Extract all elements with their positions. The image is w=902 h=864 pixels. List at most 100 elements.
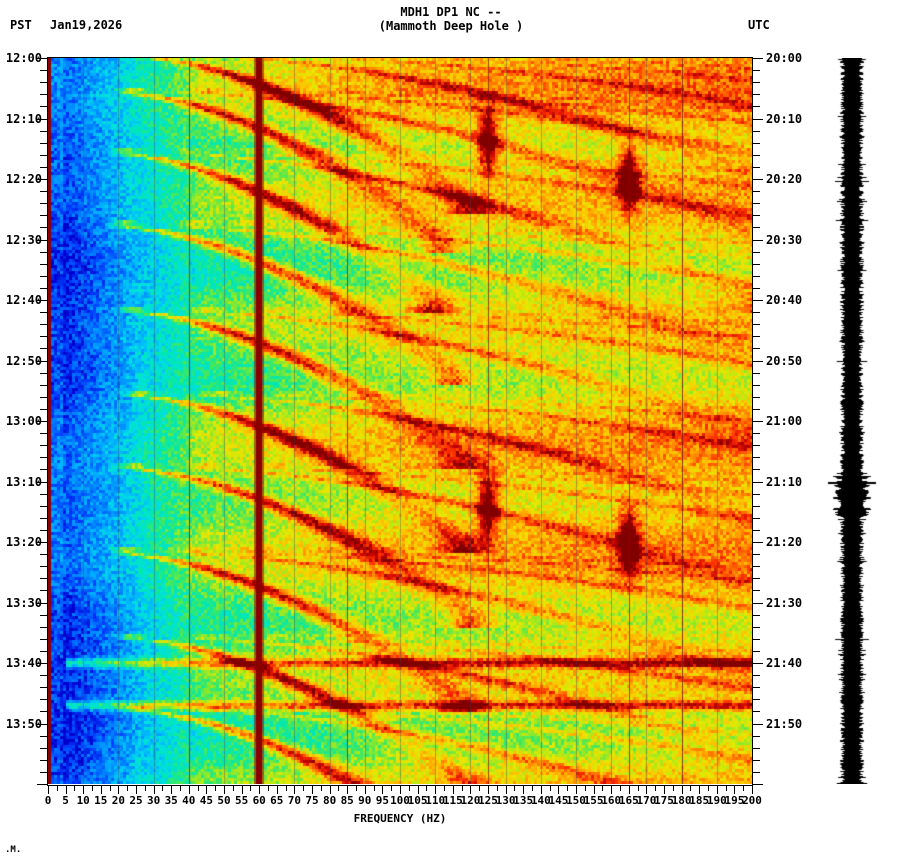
freq-tick [100, 786, 102, 794]
freq-tick-label: 165 [618, 794, 639, 807]
freq-tick-label: 135 [513, 794, 534, 807]
time-tick-left [40, 529, 47, 531]
freq-tick [435, 786, 437, 794]
time-tick-right [753, 227, 760, 229]
time-axis-pst [47, 58, 48, 785]
freq-tick-label: 125 [478, 794, 498, 807]
time-tick-left [40, 759, 47, 761]
freq-tick [206, 786, 208, 794]
time-tick-left [40, 384, 47, 386]
time-label-utc: 20:20 [766, 172, 803, 186]
time-tick-left [40, 191, 47, 193]
freq-tick [338, 786, 340, 791]
freq-tick [496, 786, 498, 791]
freq-tick-label: 45 [199, 794, 214, 807]
time-tick-right [753, 287, 760, 289]
time-tick-left [40, 372, 47, 374]
freq-tick [716, 786, 718, 794]
time-tick-left [40, 711, 47, 713]
time-label-pst: 13:00 [5, 414, 42, 428]
freq-tick-label: 50 [217, 794, 231, 807]
time-tick-right [753, 626, 760, 628]
freq-tick-label: 80 [322, 794, 337, 807]
time-tick-right [753, 251, 760, 253]
freq-tick [232, 786, 234, 791]
freq-tick [532, 786, 533, 791]
time-tick-right [753, 396, 760, 398]
time-tick-left [37, 542, 47, 543]
freq-tick-label: 140 [530, 794, 551, 807]
freq-tick-label: 30 [146, 794, 161, 807]
freq-tick [681, 786, 683, 794]
freq-tick [461, 786, 463, 791]
freq-tick-label: 5 [62, 794, 69, 807]
time-tick-right [753, 602, 763, 604]
time-tick-left [40, 396, 47, 398]
freq-tick [549, 786, 551, 791]
time-tick-left [40, 433, 47, 435]
freq-tick [294, 786, 296, 794]
time-tick-left [37, 663, 47, 664]
time-tick-right [753, 784, 763, 785]
time-tick-right [753, 650, 760, 652]
frequency-axis [47, 785, 753, 786]
time-tick-left [40, 82, 47, 84]
freq-tick-label: 180 [671, 794, 692, 807]
time-tick-right [753, 239, 763, 241]
time-tick-right [753, 336, 760, 338]
freq-tick-label: 115 [442, 794, 463, 807]
freq-tick-label: 155 [583, 794, 604, 807]
time-tick-left [40, 493, 47, 495]
time-tick-right [753, 372, 760, 374]
time-tick-left [40, 275, 47, 277]
time-tick-right [753, 82, 760, 84]
frequency-axis-title: FREQUENCY (HZ) [353, 812, 447, 825]
time-tick-left [40, 166, 47, 168]
freq-tick [268, 786, 269, 791]
time-tick-right [753, 263, 760, 265]
freq-tick [188, 786, 190, 794]
freq-tick [567, 786, 569, 791]
freq-tick [320, 786, 322, 791]
freq-tick [400, 786, 401, 794]
freq-tick-label: 105 [407, 794, 428, 807]
time-tick-left [40, 687, 47, 689]
freq-tick [224, 786, 225, 794]
freq-tick [109, 786, 111, 791]
time-tick-left [40, 227, 47, 229]
freq-tick [637, 786, 639, 791]
time-tick-left [40, 469, 47, 471]
time-tick-right [753, 723, 763, 725]
time-tick-left [37, 723, 47, 725]
freq-tick [259, 786, 261, 794]
time-tick-left [40, 408, 47, 410]
time-tick-left [40, 735, 47, 737]
freq-tick-label: 35 [164, 794, 178, 807]
time-tick-right [753, 457, 760, 459]
freq-tick-label: 55 [234, 794, 249, 807]
time-tick-right [753, 675, 760, 677]
freq-tick [488, 786, 489, 794]
time-tick-right [753, 94, 760, 96]
time-tick-left [40, 203, 47, 205]
time-label-pst: 12:30 [5, 232, 42, 247]
freq-tick [743, 786, 745, 791]
freq-tick-label: 75 [305, 794, 319, 807]
time-tick-right [753, 517, 760, 519]
time-tick-right [753, 711, 760, 713]
time-tick-left [40, 287, 47, 289]
freq-tick-label: 200 [742, 794, 762, 807]
freq-tick [250, 786, 252, 791]
time-tick-right [753, 130, 760, 132]
spectrogram-plot[interactable] [48, 58, 752, 784]
time-tick-left [40, 614, 47, 616]
freq-tick [382, 786, 384, 794]
time-tick-left [40, 312, 47, 314]
time-tick-right [753, 408, 760, 410]
time-tick-right [753, 638, 760, 640]
time-tick-right [753, 566, 760, 568]
time-tick-right [753, 360, 763, 362]
freq-tick [303, 786, 305, 791]
time-label-pst: 12:20 [5, 172, 42, 186]
freq-tick [558, 786, 560, 794]
